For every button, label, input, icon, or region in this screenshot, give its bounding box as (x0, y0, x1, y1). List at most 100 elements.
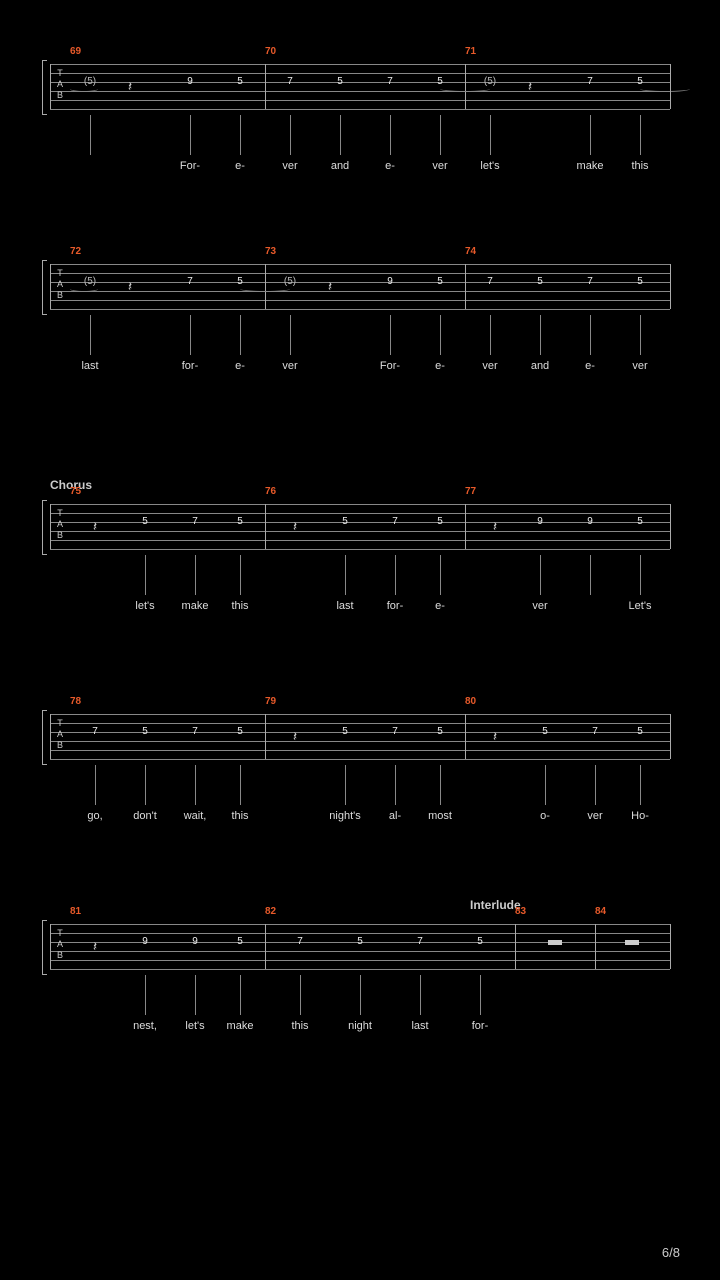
barline (465, 714, 466, 759)
lyric: for- (387, 600, 404, 612)
fret-number: 5 (357, 936, 363, 947)
fret-number: 7 (587, 76, 593, 87)
lyric: Let's (629, 600, 652, 612)
rest: 𝄽 (328, 278, 332, 295)
note-stem (240, 975, 241, 1015)
lyric: Ho- (631, 810, 649, 822)
staff-line (50, 540, 670, 541)
tab-system: InterludeTAB81𝄽9nest,9let's5make827this5… (50, 920, 670, 975)
fret-number: 7 (592, 726, 598, 737)
lyric: ver (432, 160, 447, 172)
lyric: e- (235, 160, 245, 172)
section-label: Interlude (470, 898, 521, 912)
note-stem (640, 555, 641, 595)
lyric: and (531, 360, 549, 372)
tab-staff: TAB75𝄽5let's7make5this76𝄽5last7for-5e-77… (50, 500, 670, 555)
note-stem (390, 115, 391, 155)
lyric: ver (482, 360, 497, 372)
measure-number: 73 (265, 246, 276, 257)
staff-line (50, 300, 670, 301)
measure-number: 80 (465, 696, 476, 707)
note-stem (190, 315, 191, 355)
lyric: don't (133, 810, 157, 822)
lyric: let's (185, 1020, 204, 1032)
staff-line (50, 750, 670, 751)
tab-clef: TAB (54, 928, 66, 961)
note-stem (545, 765, 546, 805)
measure-number: 70 (265, 46, 276, 57)
measure-number: 84 (595, 906, 606, 917)
staff-bracket (42, 60, 47, 115)
lyric: make (227, 1020, 254, 1032)
lyric: e- (585, 360, 595, 372)
lyric: wait, (184, 810, 207, 822)
tab-clef: TAB (54, 268, 66, 301)
staff-line (50, 933, 670, 934)
note-stem (345, 765, 346, 805)
fret-number: 7 (417, 936, 423, 947)
note-stem (540, 555, 541, 595)
note-stem (395, 765, 396, 805)
measure-number: 74 (465, 246, 476, 257)
fret-number: 7 (392, 726, 398, 737)
fret-number: 7 (192, 516, 198, 527)
fret-number: 7 (387, 76, 393, 87)
tab-staff: TAB69(5)𝄽9For-5e-707ver5and7e-5ver71(5)l… (50, 60, 670, 115)
lyric: ver (532, 600, 547, 612)
staff-bracket (42, 920, 47, 975)
fret-number: 5 (342, 726, 348, 737)
measure-number: 69 (70, 46, 81, 57)
lyric: e- (385, 160, 395, 172)
note-stem (390, 315, 391, 355)
staff-line (50, 969, 670, 970)
lyric: e- (435, 360, 445, 372)
fret-number: 7 (487, 276, 493, 287)
barline (265, 64, 266, 109)
barline (50, 504, 51, 549)
fret-number: 5 (237, 516, 243, 527)
barline (465, 264, 466, 309)
tab-system: ChorusTAB75𝄽5let's7make5this76𝄽5last7for… (50, 500, 670, 555)
measure-number: 71 (465, 46, 476, 57)
fret-number: 5 (237, 276, 243, 287)
fret-number: 5 (142, 726, 148, 737)
lyric: ver (282, 360, 297, 372)
lyric: and (331, 160, 349, 172)
lyric: for- (472, 1020, 489, 1032)
fret-number: 5 (437, 276, 443, 287)
staff-line (50, 741, 670, 742)
staff-line (50, 924, 670, 925)
note-stem (640, 315, 641, 355)
measure-number: 75 (70, 486, 81, 497)
fret-number: 7 (297, 936, 303, 947)
lyric: For- (380, 360, 400, 372)
lyric: night (348, 1020, 372, 1032)
lyric: most (428, 810, 452, 822)
note-stem (240, 555, 241, 595)
barline (50, 714, 51, 759)
lyric: nest, (133, 1020, 157, 1032)
lyric: ver (632, 360, 647, 372)
staff-line (50, 951, 670, 952)
rest: 𝄽 (93, 518, 97, 535)
note-stem (590, 315, 591, 355)
note-stem (480, 975, 481, 1015)
tab-staff: TAB81𝄽9nest,9let's5make827this5night7las… (50, 920, 670, 975)
rest-bar (548, 940, 562, 945)
note-stem (595, 765, 596, 805)
fret-number: 5 (637, 516, 643, 527)
tab-staff: TAB787go,5don't7wait,5this79𝄽5night's7al… (50, 710, 670, 765)
lyric: make (182, 600, 209, 612)
staff-line (50, 513, 670, 514)
fret-number: 5 (337, 76, 343, 87)
lyric: o- (540, 810, 550, 822)
measure-number: 79 (265, 696, 276, 707)
barline (595, 924, 596, 969)
lyric: last (411, 1020, 428, 1032)
note-stem (490, 115, 491, 155)
measure-number: 76 (265, 486, 276, 497)
barline (50, 64, 51, 109)
note-stem (340, 115, 341, 155)
fret-number: 9 (537, 516, 543, 527)
lyric: this (231, 810, 248, 822)
